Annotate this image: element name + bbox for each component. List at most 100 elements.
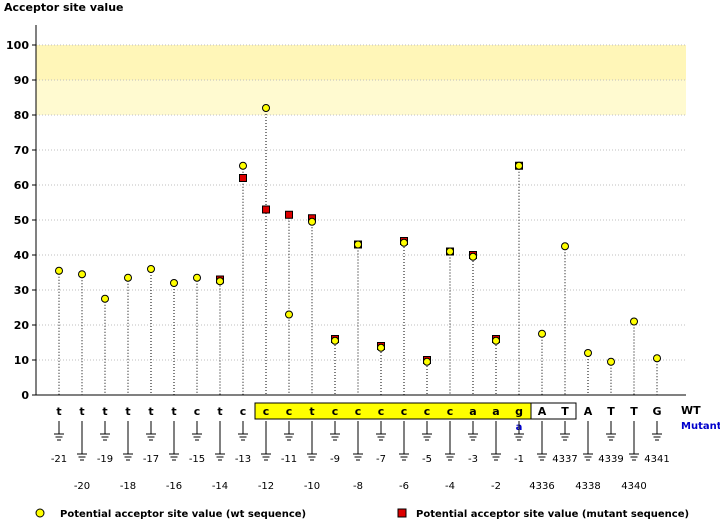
ground-symbol — [445, 421, 455, 461]
wt-base: c — [332, 405, 339, 418]
mutant-row-label: Mutant — [681, 421, 720, 432]
position-label: -12 — [258, 481, 274, 492]
wt-base: T — [561, 405, 569, 418]
legend-wt-label: Potential acceptor site value (wt sequen… — [60, 509, 306, 520]
ground-symbol — [491, 421, 501, 461]
wt-marker — [630, 317, 638, 326]
data-markers — [55, 104, 661, 366]
position-label: -7 — [376, 454, 386, 465]
position-label: -21 — [51, 454, 67, 465]
position-label: 4339 — [598, 454, 623, 465]
wt-base: a — [469, 405, 476, 418]
ground-symbol — [468, 421, 478, 441]
wt-base: t — [56, 405, 61, 418]
position-label: -19 — [97, 454, 113, 465]
position-label: -8 — [353, 481, 363, 492]
wt-marker — [308, 217, 316, 226]
ground-symbol — [330, 421, 340, 441]
wt-marker — [55, 266, 63, 275]
position-label: 4337 — [552, 454, 577, 465]
wt-marker — [377, 343, 385, 352]
wt-marker — [538, 329, 546, 338]
legend-mutant-marker — [397, 508, 407, 518]
ground-symbol — [123, 421, 133, 461]
position-label: -14 — [212, 481, 228, 492]
highlight-band-strong — [36, 45, 686, 80]
wt-base: T — [607, 405, 615, 418]
ground-symbol — [399, 421, 409, 461]
wt-row-label: WT — [681, 404, 701, 417]
y-tick-label: 60 — [14, 179, 30, 192]
wt-base: c — [447, 405, 454, 418]
wt-marker — [515, 161, 523, 170]
ground-symbol — [307, 421, 317, 461]
y-tick-label: 40 — [14, 249, 30, 262]
y-tick-label: 80 — [14, 109, 30, 122]
wt-base: t — [309, 405, 314, 418]
ground-symbol — [238, 421, 248, 441]
position-label: 4341 — [644, 454, 669, 465]
y-tick-label: 70 — [14, 144, 30, 157]
wt-base: c — [424, 405, 431, 418]
ground-symbols — [54, 421, 662, 461]
wt-marker — [216, 277, 224, 286]
ground-symbol — [537, 421, 547, 461]
wt-base: g — [515, 405, 523, 418]
y-tick-label: 50 — [14, 214, 30, 227]
wt-marker — [469, 252, 477, 261]
wt-base: t — [125, 405, 130, 418]
wt-marker — [101, 294, 109, 303]
mutant-marker — [285, 210, 293, 219]
wt-base: A — [584, 405, 593, 418]
wt-marker — [147, 265, 155, 273]
y-tick-label: 0 — [21, 389, 29, 402]
ground-symbol — [284, 421, 294, 441]
position-label: -9 — [330, 454, 340, 465]
wt-base: c — [286, 405, 293, 418]
ground-symbol — [606, 421, 616, 441]
position-label: -20 — [74, 481, 90, 492]
wt-marker — [653, 354, 661, 363]
ground-symbol — [261, 421, 271, 461]
wt-marker — [239, 161, 247, 170]
position-label: -16 — [166, 481, 182, 492]
wt-marker — [584, 349, 592, 357]
y-axis: 0 10 20 30 40 50 60 70 80 90 100 — [6, 25, 686, 402]
wt-marker — [423, 357, 431, 366]
legend-wt-marker — [35, 508, 45, 518]
y-tick-label: 10 — [14, 354, 30, 367]
wt-base: A — [538, 405, 547, 418]
position-label: -10 — [304, 481, 320, 492]
position-label: -17 — [143, 454, 159, 465]
wt-marker — [78, 270, 86, 279]
wt-marker — [354, 240, 362, 249]
ground-symbol — [192, 421, 202, 441]
sequence-box — [254, 402, 577, 420]
position-label: -5 — [422, 454, 432, 465]
wt-marker — [285, 310, 293, 319]
position-labels: -21 -20 -19 -18 -17 -16 -15 -14 -13 -12 -11 -10 -9 -8… — [51, 454, 670, 492]
ground-symbol — [215, 421, 225, 461]
wt-marker — [492, 336, 500, 345]
position-label: -6 — [399, 481, 409, 492]
wt-marker — [124, 273, 132, 282]
wt-base: t — [79, 405, 84, 418]
position-label: 4336 — [529, 481, 554, 492]
position-label: -4 — [445, 481, 455, 492]
wt-marker — [193, 273, 201, 282]
wt-base: t — [148, 405, 153, 418]
wt-marker — [400, 238, 408, 247]
ground-symbol — [169, 421, 179, 461]
wt-base: c — [355, 405, 362, 418]
mutant-marker — [262, 205, 270, 214]
wt-base: c — [240, 405, 247, 418]
ground-symbol — [100, 421, 110, 441]
y-axis-title: Acceptor site value — [4, 1, 123, 14]
position-label: -1 — [514, 454, 524, 465]
wt-base: G — [652, 405, 661, 418]
data-stems — [58, 108, 658, 395]
sequence-box-outline — [254, 402, 577, 420]
wt-base: c — [378, 405, 385, 418]
